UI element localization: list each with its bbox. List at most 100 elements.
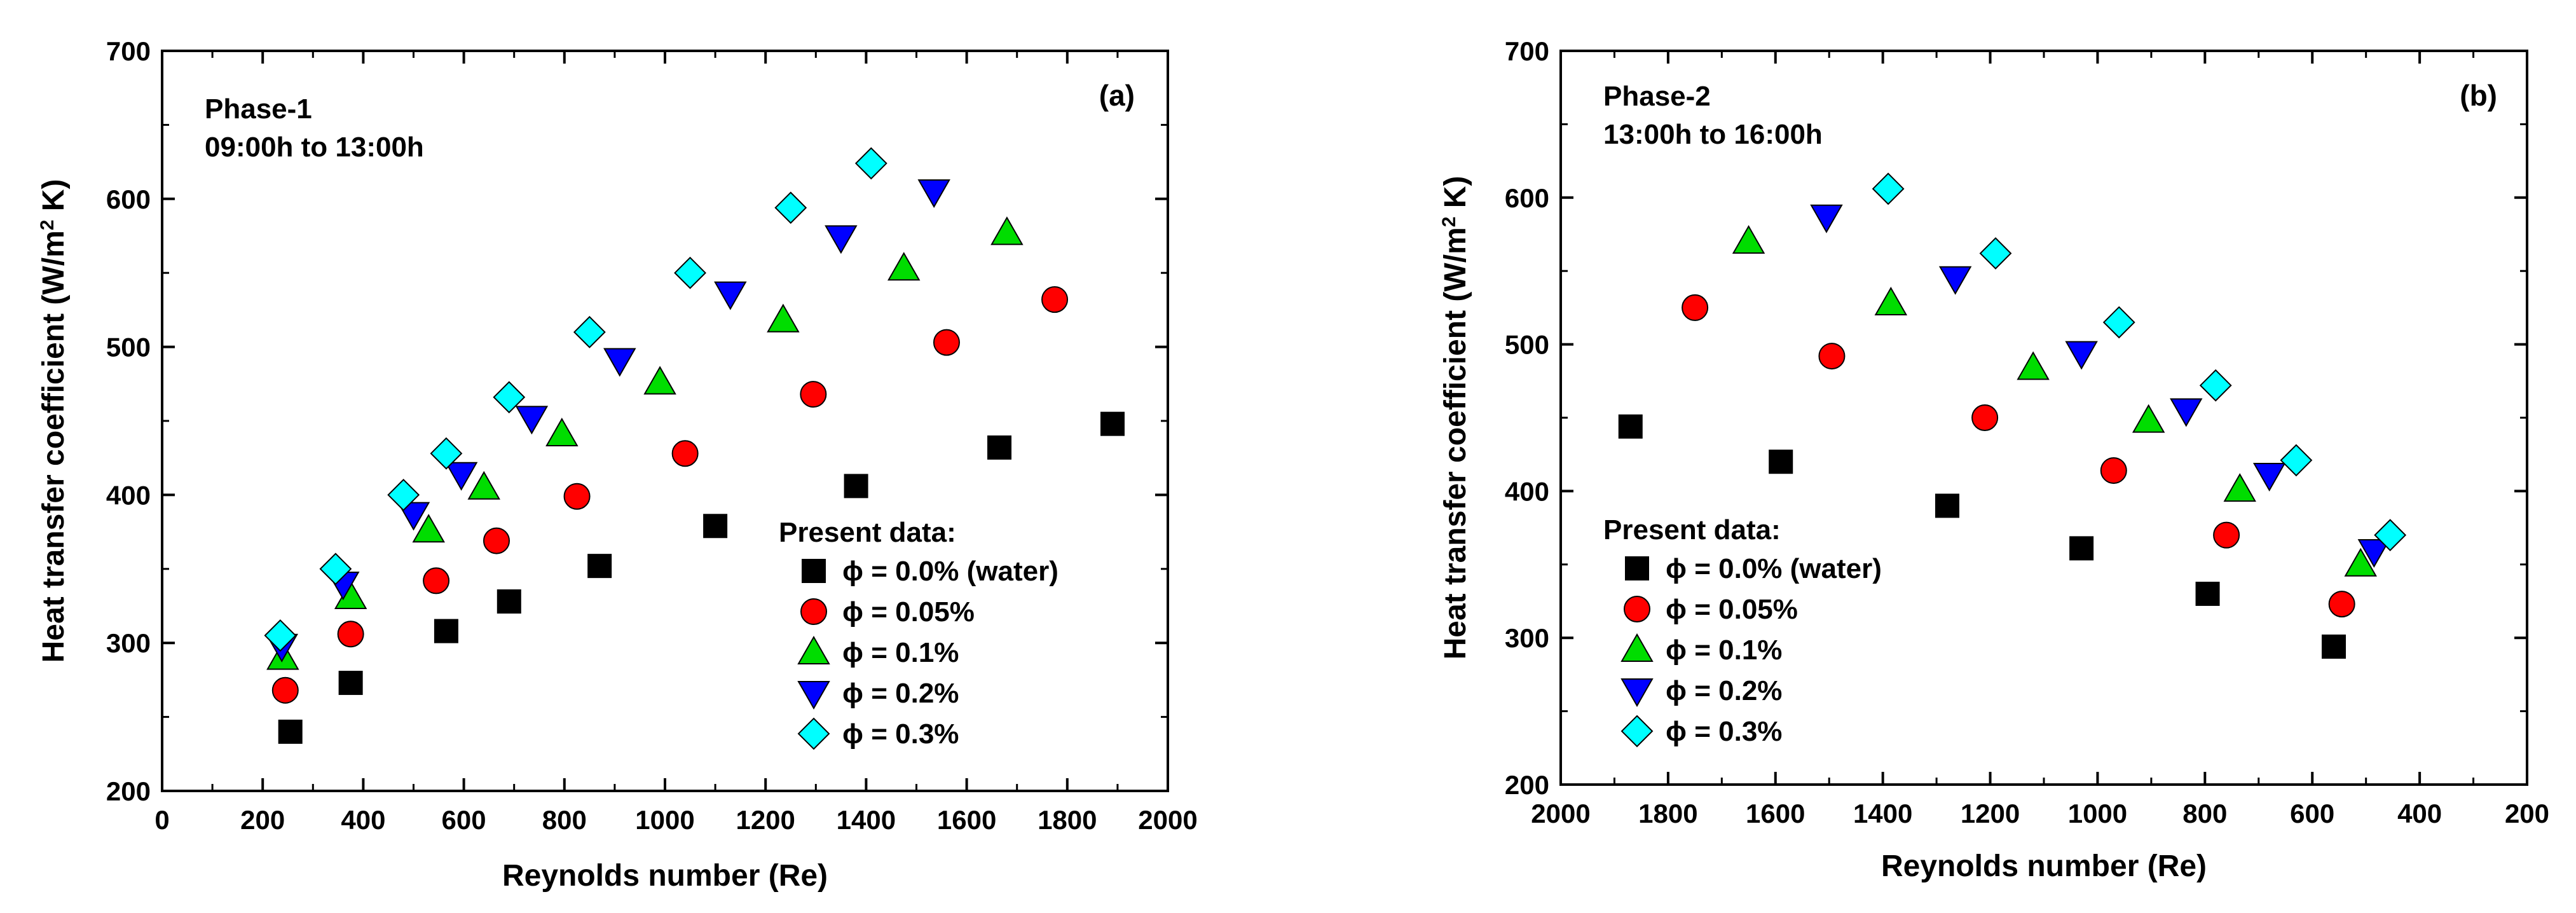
- x-axis-label-a: Reynolds number (Re): [502, 859, 828, 893]
- data-point-diamond: [387, 478, 420, 511]
- y-tick-label: 200: [1505, 770, 1549, 800]
- panel-label-b: (b): [2460, 79, 2497, 112]
- data-point-triangle-down: [603, 348, 636, 377]
- legend-entry-label: ϕ = 0.1%: [1666, 635, 1782, 666]
- data-point-diamond: [319, 553, 352, 586]
- data-point-circle: [2213, 521, 2240, 549]
- data-point-diamond: [2199, 369, 2232, 402]
- data-point-square: [338, 671, 363, 696]
- data-point-triangle-down: [2252, 463, 2286, 492]
- data-point-triangle-up: [767, 303, 800, 333]
- axis-ticks-b: [1559, 50, 2528, 786]
- y-tick-label: 600: [1505, 183, 1549, 213]
- phase-title-b: Phase-2: [1603, 81, 1711, 112]
- data-point-circle: [337, 621, 364, 648]
- data-point-square: [703, 514, 728, 539]
- x-tick-label: 2000: [1531, 799, 1590, 828]
- legend-marker-circle: [1624, 596, 1650, 622]
- data-point-circle: [800, 381, 827, 408]
- data-point-square: [278, 719, 303, 744]
- data-point-square: [1769, 450, 1793, 474]
- y-tick-label: 700: [1505, 36, 1549, 66]
- x-tick-label: 400: [2397, 799, 2442, 828]
- x-tick-label: 1400: [837, 805, 896, 835]
- x-tick-label: 0: [154, 805, 169, 835]
- data-point-diamond: [430, 437, 463, 470]
- legend-a: Present data: ϕ = 0.0% (water) ϕ = 0.05% ϕ…: [779, 517, 1058, 750]
- data-point-diamond: [774, 191, 807, 224]
- legend-marker-diamond: [797, 717, 830, 750]
- y-tick-label: 500: [1505, 330, 1549, 360]
- x-tick-label: 200: [240, 805, 285, 835]
- data-point-triangle-down: [1938, 266, 1972, 295]
- data-point-triangle-up: [545, 417, 579, 446]
- data-point-circle: [1818, 343, 1846, 370]
- data-point-triangle-down: [515, 406, 549, 435]
- phase-title-a: Phase-1: [205, 93, 312, 125]
- data-point-circle: [671, 440, 699, 467]
- chart-panel-b: 200 300 400 500 600 700 2000 1800 1600 1400 1200 10…: [1439, 36, 2550, 883]
- y-axis-label-a: Heat transfer coefficient (W/m2 K): [37, 179, 71, 663]
- legend-marker-triangle-up: [1620, 633, 1654, 662]
- x-tick-label: 1000: [2068, 799, 2127, 828]
- data-point-circle: [2328, 591, 2355, 618]
- data-point-triangle-down: [917, 179, 950, 209]
- legend-entry-label: ϕ = 0.3%: [1666, 716, 1782, 747]
- data-point-square: [844, 474, 868, 498]
- legend-entry-label: ϕ = 0.3%: [842, 718, 959, 750]
- x-tick-label: 1800: [1038, 805, 1097, 835]
- x-tick-label: 1800: [1638, 799, 1697, 828]
- data-point-square: [2322, 635, 2346, 659]
- y-tick-label: 400: [1505, 476, 1549, 506]
- data-point-circle: [933, 329, 960, 356]
- y-tick-label: 500: [106, 333, 151, 362]
- data-point-triangle-up: [1732, 225, 1765, 254]
- data-point-triangle-up: [2017, 351, 2050, 380]
- data-point-triangle-up: [2132, 404, 2165, 433]
- legend-entry-label: ϕ = 0.1%: [842, 637, 959, 668]
- x-tick-label: 200: [2505, 799, 2549, 828]
- legend-entry-label: ϕ = 0.0% (water): [842, 556, 1058, 587]
- phase-time-a: 09:00h to 13:00h: [205, 132, 424, 163]
- data-point-circle: [563, 483, 591, 510]
- legend-b: Present data: ϕ = 0.0% (water) ϕ = 0.05% ϕ…: [1603, 514, 1882, 748]
- data-point-triangle-up: [990, 216, 1024, 245]
- data-point-triangle-down: [2170, 398, 2203, 427]
- x-tick-label: 800: [542, 805, 587, 835]
- data-point-diamond: [674, 256, 706, 289]
- data-point-diamond: [2102, 306, 2135, 339]
- data-markers-a: [264, 147, 1125, 744]
- legend-marker-diamond: [1620, 715, 1654, 748]
- legend-marker-triangle-up: [797, 635, 830, 664]
- data-point-diamond: [2374, 519, 2407, 552]
- data-point-square: [987, 435, 1012, 460]
- data-point-circle: [1041, 286, 1069, 313]
- data-point-circle: [271, 676, 299, 704]
- data-point-triangle-up: [467, 470, 500, 500]
- legend-marker-triangle-down: [797, 681, 830, 710]
- legend-title-b: Present data:: [1603, 514, 1781, 546]
- data-point-circle: [1682, 294, 1709, 321]
- legend-entry-label: ϕ = 0.05%: [842, 596, 975, 628]
- legend-marker-triangle-down: [1620, 678, 1654, 708]
- legend-marker-circle: [800, 598, 827, 625]
- x-tick-label: 1600: [937, 805, 996, 835]
- x-tick-label: 2000: [1138, 805, 1197, 835]
- data-point-triangle-up: [2344, 547, 2377, 577]
- data-point-triangle-up: [1874, 286, 1908, 315]
- legend-entry-label: ϕ = 0.2%: [842, 678, 959, 709]
- data-point-circle: [483, 527, 510, 554]
- data-point-diamond: [264, 619, 297, 652]
- data-point-triangle-down: [714, 281, 747, 310]
- data-point-triangle-up: [412, 514, 445, 543]
- data-point-square: [2069, 536, 2094, 561]
- y-tick-label: 600: [106, 184, 151, 214]
- data-point-square: [1935, 493, 1959, 518]
- data-point-diamond: [493, 381, 526, 414]
- y-tick-label: 400: [106, 480, 151, 510]
- data-point-diamond: [1979, 237, 2012, 270]
- x-tick-label: 1200: [736, 805, 795, 835]
- legend-title-a: Present data:: [779, 517, 956, 548]
